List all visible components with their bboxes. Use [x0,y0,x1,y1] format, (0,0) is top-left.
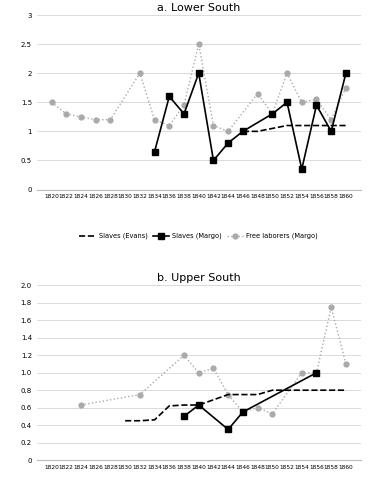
Title: a. Lower South: a. Lower South [157,3,240,13]
Title: b. Upper South: b. Upper South [157,274,241,283]
Legend: Slaves (Evans), Slaves (Margo), Free laborers (Margo): Slaves (Evans), Slaves (Margo), Free lab… [77,230,321,242]
